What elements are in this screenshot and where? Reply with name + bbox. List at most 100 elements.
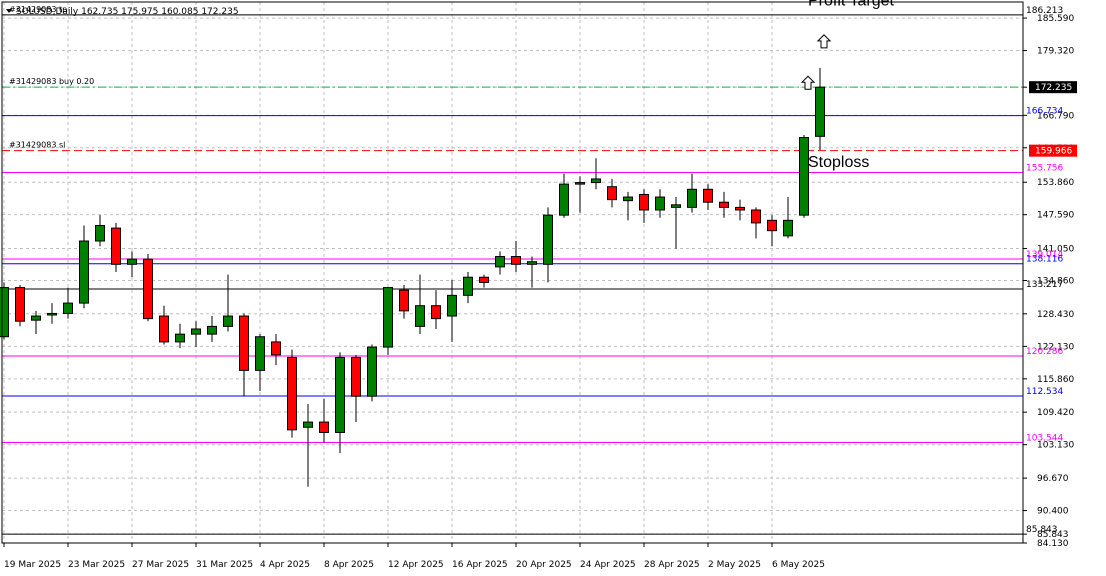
level-label-bg (1029, 81, 1077, 94)
y-tick-label: 109.420 (1037, 408, 1074, 418)
y-tick-label: 90.400 (1037, 507, 1069, 517)
price-axis[interactable]: 185.590179.320172.235166.790160.520153.8… (1023, 6, 1077, 549)
candle[interactable] (399, 284, 409, 319)
candle[interactable] (239, 313, 249, 397)
x-tick-label: 23 Mar 2025 (68, 560, 125, 570)
time-axis[interactable]: 19 Mar 2025 23 Mar 2025 27 Mar 2025 31 Mar … (3, 543, 825, 570)
triangle-down-icon[interactable] (6, 9, 12, 13)
candle[interactable] (655, 189, 665, 218)
level-label: 103.544 (1026, 434, 1063, 444)
candle[interactable] (271, 334, 281, 366)
chart-annotation[interactable]: Stoploss (808, 154, 869, 171)
candle-body (815, 86, 825, 137)
candle[interactable] (639, 189, 649, 223)
candle[interactable] (79, 225, 89, 309)
candle[interactable] (479, 274, 489, 288)
candle[interactable] (159, 305, 169, 345)
candle[interactable] (447, 279, 457, 342)
ohlc-header: SOLUSD,Daily 162.735 175.975 160.085 172… (16, 7, 239, 17)
candle[interactable] (191, 321, 201, 348)
order-label: #31429083 tp (9, 5, 67, 14)
candle[interactable] (703, 184, 713, 210)
chart-header: SOLUSD,Daily 162.735 175.975 160.085 172… (6, 7, 239, 17)
x-tick-label: 4 Apr 2025 (260, 560, 310, 570)
candle[interactable] (175, 323, 185, 349)
candle[interactable] (511, 241, 521, 273)
candle[interactable] (63, 287, 73, 319)
candle[interactable] (319, 398, 329, 443)
candle-body (223, 315, 233, 327)
chart-annotation[interactable]: Profit Target (808, 0, 895, 10)
candle[interactable] (127, 251, 137, 278)
candle[interactable] (207, 316, 217, 342)
candle-body (191, 328, 201, 335)
candle-body (719, 201, 729, 208)
candle[interactable] (143, 253, 153, 322)
candle[interactable] (287, 349, 297, 438)
candle[interactable] (383, 287, 393, 355)
candle[interactable] (335, 352, 345, 454)
candle[interactable] (559, 173, 569, 218)
x-tick-label: 2 May 2025 (708, 560, 761, 570)
candle-body (799, 137, 809, 216)
x-tick-label: 16 Apr 2025 (452, 560, 508, 570)
candle[interactable] (735, 199, 745, 221)
candle[interactable] (223, 274, 233, 332)
candle[interactable] (575, 176, 585, 213)
candle[interactable] (799, 134, 809, 218)
candle-body (671, 204, 681, 208)
y-tick-label: 84.130 (1037, 539, 1069, 549)
candle[interactable] (591, 158, 601, 190)
candle[interactable] (15, 284, 25, 327)
candle[interactable] (687, 173, 697, 213)
candle[interactable] (623, 191, 633, 221)
candle[interactable] (815, 67, 825, 151)
arrow-up-icon[interactable] (800, 75, 816, 90)
candle-body (655, 196, 665, 211)
candle[interactable] (751, 207, 761, 239)
candle-body (447, 294, 457, 317)
candle[interactable] (495, 251, 505, 275)
y-tick-label: 166.790 (1037, 111, 1074, 121)
candle[interactable] (111, 222, 121, 273)
level-label: 120.286 (1026, 347, 1063, 357)
candle-body (351, 356, 361, 397)
candlesticks (0, 67, 825, 487)
candle-body (495, 256, 505, 268)
candle[interactable] (367, 344, 377, 402)
candle[interactable] (31, 310, 41, 335)
candle-body (255, 336, 265, 371)
candle[interactable] (47, 303, 57, 324)
candle[interactable] (431, 290, 441, 329)
level-label: 85.843 (1026, 525, 1058, 535)
level-label: 112.534 (1026, 387, 1063, 397)
candle-body (687, 188, 697, 208)
candle[interactable] (303, 403, 313, 487)
candle[interactable] (767, 215, 777, 247)
candle-body (319, 421, 329, 433)
candle-body (479, 276, 489, 283)
y-tick-label: 122.130 (1037, 342, 1074, 352)
level-label: 139.014 (1026, 250, 1063, 260)
y-tick-label: 96.670 (1037, 474, 1069, 484)
candle-body (591, 178, 601, 184)
candle[interactable] (351, 354, 361, 423)
candle[interactable] (415, 274, 425, 335)
candle-body (47, 312, 57, 316)
candle[interactable] (255, 334, 265, 392)
arrow-up-icon[interactable] (816, 34, 832, 49)
candle[interactable] (95, 215, 105, 247)
candle-body (415, 305, 425, 327)
candle-body (431, 305, 441, 320)
candle[interactable] (0, 282, 9, 340)
candle[interactable] (463, 272, 473, 304)
candle[interactable] (543, 207, 553, 283)
candle[interactable] (607, 178, 617, 208)
candle[interactable] (527, 256, 537, 288)
candle-body (399, 289, 409, 312)
candle[interactable] (719, 191, 729, 218)
candle[interactable] (783, 197, 793, 239)
candle[interactable] (671, 197, 681, 249)
candle-body (15, 287, 25, 322)
